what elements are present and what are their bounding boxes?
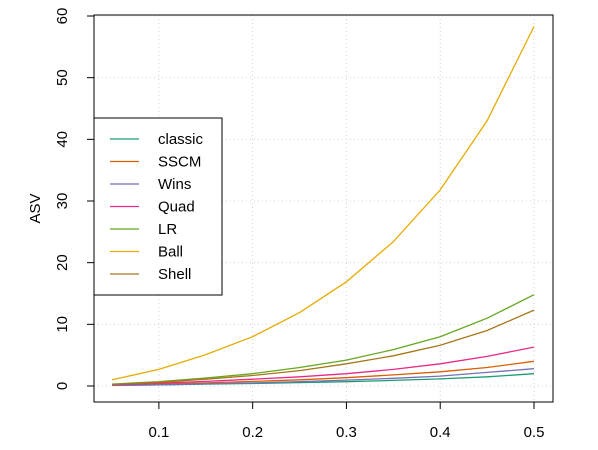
x-tick-label: 0.4 — [430, 424, 451, 441]
series-line-wins — [111, 368, 535, 387]
y-axis-title: ASV — [27, 193, 44, 223]
series-line-ball — [111, 26, 535, 381]
y-tick-label: 0 — [54, 382, 71, 390]
series-line-lr — [111, 294, 535, 385]
series-lines — [111, 26, 535, 387]
legend-label: classic — [158, 131, 204, 148]
x-tick-label: 0.2 — [242, 424, 263, 441]
x-tick-label: 0.1 — [148, 424, 169, 441]
y-axis: 0 10 20 30 40 50 60 — [54, 8, 94, 390]
legend-label: Shell — [158, 266, 191, 283]
x-tick-label: 0.5 — [524, 424, 545, 441]
series-line-sscm — [111, 360, 535, 386]
y-tick-label: 10 — [54, 316, 71, 333]
series-line-quad — [111, 346, 535, 386]
legend-label: Quad — [158, 199, 195, 216]
legend: classic SSCM Wins Quad LR Ball Shell — [93, 117, 223, 296]
y-tick-label: 40 — [54, 131, 71, 148]
legend-label: Ball — [158, 244, 183, 261]
series-line-shell — [111, 309, 535, 386]
legend-label: LR — [158, 221, 177, 238]
x-tick-label: 0.3 — [336, 424, 357, 441]
legend-label: SSCM — [158, 154, 201, 171]
legend-label: Wins — [158, 176, 191, 193]
x-axis: 0.1 0.2 0.3 0.4 0.5 — [148, 402, 544, 441]
y-tick-label: 60 — [54, 8, 71, 25]
y-tick-label: 30 — [54, 193, 71, 210]
y-tick-label: 20 — [54, 254, 71, 271]
y-tick-label: 50 — [54, 69, 71, 86]
